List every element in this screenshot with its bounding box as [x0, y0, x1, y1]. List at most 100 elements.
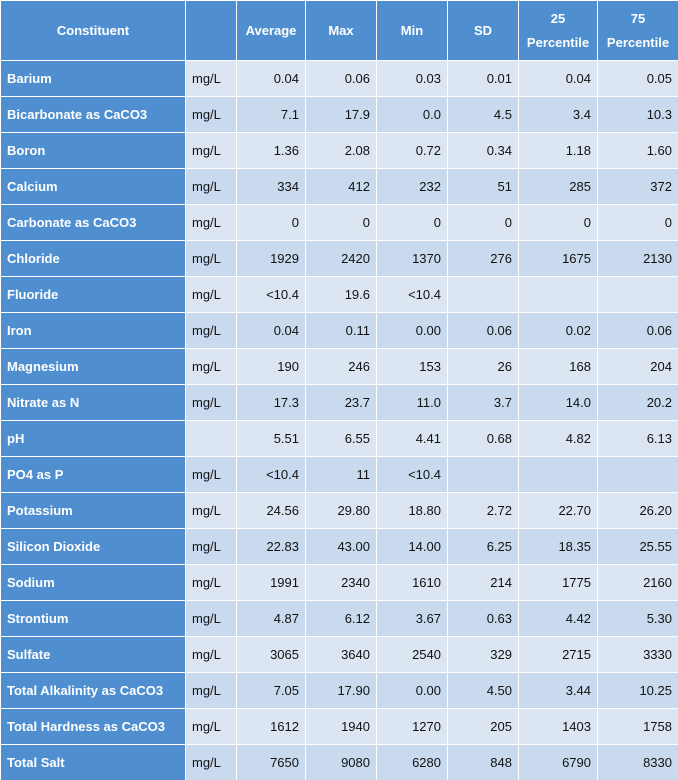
value-cell: 412 — [305, 168, 377, 205]
value-cell: 214 — [447, 564, 519, 601]
value-cell: 51 — [447, 168, 519, 205]
row-label: Magnesium — [0, 348, 186, 385]
value-cell: 5.30 — [597, 600, 678, 637]
table-row: Strontium mg/L 4.87 6.12 3.67 0.63 4.42 5.30 — [0, 600, 678, 637]
value-cell: 26 — [447, 348, 519, 385]
value-cell: 3.4 — [518, 96, 598, 133]
value-cell: 3640 — [305, 636, 377, 673]
table-row: Boron mg/L 1.36 2.08 0.72 0.34 1.18 1.60 — [0, 132, 678, 169]
unit-cell: mg/L — [185, 312, 237, 349]
value-cell: 6280 — [376, 744, 448, 780]
row-label: Iron — [0, 312, 186, 349]
value-cell: 0.01 — [447, 60, 519, 97]
value-cell: 11 — [305, 456, 377, 493]
value-cell: 4.82 — [518, 420, 598, 457]
unit-cell: mg/L — [185, 492, 237, 529]
value-cell: 7650 — [236, 744, 306, 780]
value-cell: 0.03 — [376, 60, 448, 97]
value-cell: 6.25 — [447, 528, 519, 565]
value-cell: 6.13 — [597, 420, 678, 457]
value-cell: 6790 — [518, 744, 598, 780]
table-row: Magnesium mg/L 190 246 153 26 168 204 — [0, 348, 678, 385]
value-cell: 3330 — [597, 636, 678, 673]
value-cell: 1.60 — [597, 132, 678, 169]
row-label: Fluoride — [0, 276, 186, 313]
value-cell: 1.18 — [518, 132, 598, 169]
row-label: Sulfate — [0, 636, 186, 673]
value-cell: 0.00 — [376, 312, 448, 349]
value-cell: 1610 — [376, 564, 448, 601]
value-cell: 0 — [236, 204, 306, 241]
value-cell: 4.87 — [236, 600, 306, 637]
column-header: Max — [305, 0, 377, 61]
value-cell: 1370 — [376, 240, 448, 277]
value-cell: 0.04 — [236, 60, 306, 97]
value-cell: 18.35 — [518, 528, 598, 565]
value-cell: 0 — [518, 204, 598, 241]
value-cell: 17.3 — [236, 384, 306, 421]
value-cell: 4.42 — [518, 600, 598, 637]
unit-cell: mg/L — [185, 168, 237, 205]
row-label: Total Alkalinity as CaCO3 — [0, 672, 186, 709]
value-cell: 0.02 — [518, 312, 598, 349]
value-cell: 0.63 — [447, 600, 519, 637]
column-header: 25 Percentile — [518, 0, 598, 61]
value-cell: 0 — [305, 204, 377, 241]
value-cell: 1.36 — [236, 132, 306, 169]
value-cell: 10.25 — [597, 672, 678, 709]
value-cell: 29.80 — [305, 492, 377, 529]
value-cell — [518, 456, 598, 493]
value-cell: <10.4 — [376, 456, 448, 493]
value-cell: 24.56 — [236, 492, 306, 529]
table-row: Potassium mg/L 24.56 29.80 18.80 2.72 22.70 26.… — [0, 492, 678, 529]
unit-cell: mg/L — [185, 636, 237, 673]
value-cell: 19.6 — [305, 276, 377, 313]
unit-cell: mg/L — [185, 456, 237, 493]
value-cell: 1775 — [518, 564, 598, 601]
value-cell: 2.72 — [447, 492, 519, 529]
row-label: Chloride — [0, 240, 186, 277]
column-header: 75 Percentile — [597, 0, 678, 61]
value-cell: 5.51 — [236, 420, 306, 457]
table-row: Fluoride mg/L <10.4 19.6 <10.4 — [0, 276, 678, 313]
value-cell: 2340 — [305, 564, 377, 601]
value-cell: 334 — [236, 168, 306, 205]
value-cell: 0 — [597, 204, 678, 241]
column-header: Constituent — [0, 0, 186, 61]
value-cell: 1675 — [518, 240, 598, 277]
unit-cell: mg/L — [185, 60, 237, 97]
value-cell: 6.55 — [305, 420, 377, 457]
unit-cell: mg/L — [185, 96, 237, 133]
row-label: Total Hardness as CaCO3 — [0, 708, 186, 745]
table-row: Silicon Dioxide mg/L 22.83 43.00 14.00 6.25 18… — [0, 528, 678, 565]
row-label: Potassium — [0, 492, 186, 529]
table-body: Barium mg/L 0.04 0.06 0.03 0.01 0.04 0.05 Bicarb… — [0, 60, 678, 780]
value-cell — [447, 276, 519, 313]
value-cell: 153 — [376, 348, 448, 385]
table-row: Sulfate mg/L 3065 3640 2540 329 2715 3330 — [0, 636, 678, 673]
value-cell: 1991 — [236, 564, 306, 601]
unit-cell — [185, 420, 237, 457]
value-cell: 0.04 — [518, 60, 598, 97]
row-label: Carbonate as CaCO3 — [0, 204, 186, 241]
unit-cell: mg/L — [185, 672, 237, 709]
table-row: Calcium mg/L 334 412 232 51 285 372 — [0, 168, 678, 205]
value-cell: 2715 — [518, 636, 598, 673]
value-cell: 3.7 — [447, 384, 519, 421]
table-row: Bicarbonate as CaCO3 mg/L 7.1 17.9 0.0 4.5 3.4… — [0, 96, 678, 133]
unit-cell: mg/L — [185, 528, 237, 565]
value-cell: 22.83 — [236, 528, 306, 565]
table-row: pH 5.51 6.55 4.41 0.68 4.82 6.13 — [0, 420, 678, 457]
value-cell: 10.3 — [597, 96, 678, 133]
value-cell: 168 — [518, 348, 598, 385]
table-row: Total Alkalinity as CaCO3 mg/L 7.05 17.90 0.… — [0, 672, 678, 709]
row-label: Bicarbonate as CaCO3 — [0, 96, 186, 133]
value-cell: 848 — [447, 744, 519, 780]
value-cell: 6.12 — [305, 600, 377, 637]
value-cell: 2420 — [305, 240, 377, 277]
unit-cell: mg/L — [185, 564, 237, 601]
value-cell: 11.0 — [376, 384, 448, 421]
value-cell: 0.72 — [376, 132, 448, 169]
value-cell — [447, 456, 519, 493]
